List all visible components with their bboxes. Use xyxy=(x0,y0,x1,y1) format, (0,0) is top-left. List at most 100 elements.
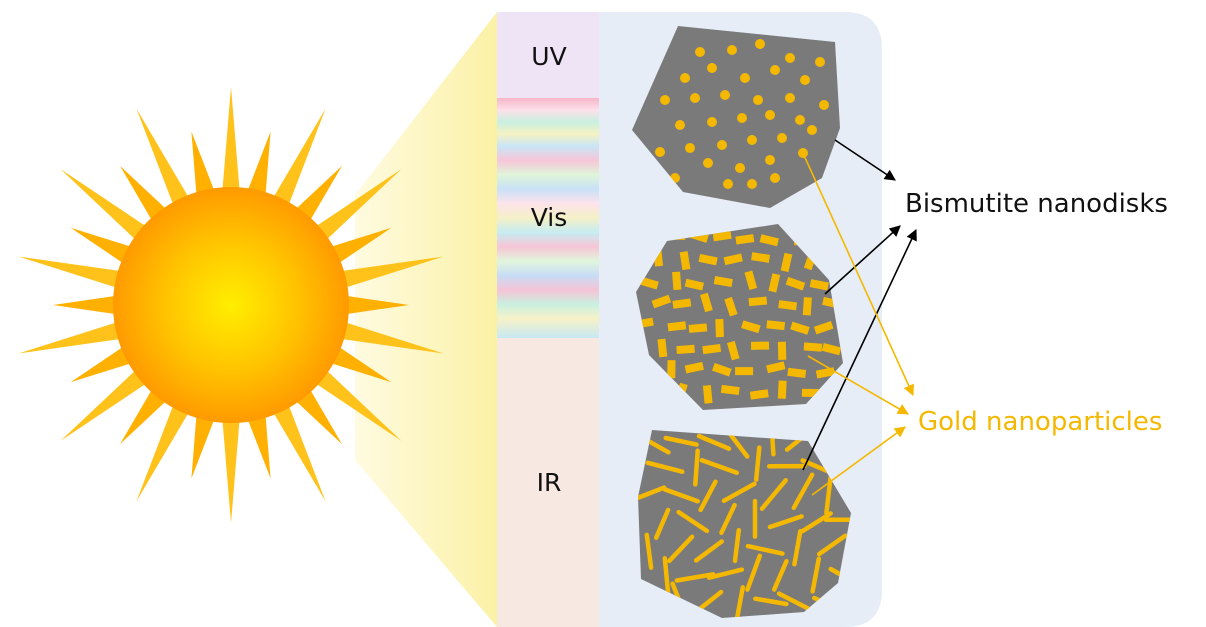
gold-long-nanorod xyxy=(810,556,822,594)
gold-short-nanorod xyxy=(744,270,758,291)
gold-nanosphere xyxy=(685,143,695,153)
gold-long-nanorod xyxy=(638,485,667,502)
gold-nanosphere xyxy=(755,39,765,49)
gold-long-nanorod xyxy=(653,507,671,540)
gold-long-nanorod xyxy=(745,553,763,592)
gold-short-nanorod xyxy=(802,297,812,316)
gold-nanosphere xyxy=(655,147,665,157)
sun-ray xyxy=(136,108,193,213)
gold-arrow-2 xyxy=(807,355,909,415)
sun-ray xyxy=(221,87,241,198)
ir-label: IR xyxy=(537,468,562,497)
gold-nanosphere xyxy=(815,57,825,67)
gold-long-nanorod xyxy=(776,591,814,613)
gold-long-nanorod xyxy=(771,558,789,592)
gold-nanosphere xyxy=(707,63,717,73)
sun-ray xyxy=(309,364,402,441)
gold-nanosphere xyxy=(765,110,775,120)
gold-short-nanorod xyxy=(688,323,708,333)
bismutite-arrow-1 xyxy=(834,139,896,181)
bismutite-arrow-3 xyxy=(802,228,917,471)
gold-long-nanorod xyxy=(674,572,716,583)
sun-ray xyxy=(18,256,129,290)
sun-ray xyxy=(309,169,402,246)
vis-band xyxy=(497,98,599,338)
gold-short-nanorod xyxy=(676,344,695,355)
bismutite-label: Bismutite nanodisks xyxy=(905,189,1168,219)
gold-short-nanorod xyxy=(726,340,740,361)
sun-ray xyxy=(269,108,326,213)
gold-nanosphere xyxy=(723,179,733,189)
sun-ray xyxy=(333,256,444,290)
gold-long-nanorod xyxy=(753,596,789,607)
gold-short-nanorod xyxy=(766,361,786,374)
gold-nanosphere xyxy=(747,135,757,145)
gold-nanosphere xyxy=(770,65,780,75)
gold-arrow-3 xyxy=(811,426,906,496)
gold-nanosphere xyxy=(703,158,713,168)
gold-long-nanorod xyxy=(767,514,804,530)
gold-short-nanorod xyxy=(813,320,834,335)
uv-band xyxy=(497,12,599,98)
gold-long-nanorod xyxy=(667,534,695,564)
sun-ray xyxy=(191,131,218,203)
gold-short-nanorod xyxy=(780,252,793,273)
gold-long-nanorod xyxy=(816,533,848,557)
gold-long-nanorod xyxy=(824,475,833,516)
sun-ray xyxy=(18,320,129,354)
sun-ray xyxy=(53,294,124,316)
gold-nanosphere xyxy=(740,73,750,83)
gold-short-nanorod xyxy=(785,276,806,291)
gold-short-nanorod xyxy=(768,273,781,293)
gold-short-nanorod xyxy=(766,320,786,331)
bismutite-arrow-2 xyxy=(824,225,901,295)
sun-ray xyxy=(60,169,153,246)
gold-short-nanorod xyxy=(735,367,754,376)
gold-long-nanorod xyxy=(695,589,724,614)
sun-icon xyxy=(18,87,444,523)
vis-label: Vis xyxy=(531,203,568,232)
gold-nanosphere xyxy=(680,73,690,83)
gold-long-nanorod xyxy=(662,555,671,598)
gold-short-nanorod xyxy=(749,389,769,400)
gold-long-nanorod xyxy=(662,487,700,504)
nanodisk-with-nanospheres xyxy=(632,26,840,208)
gold-short-nanorod xyxy=(787,367,807,378)
sun-ray xyxy=(221,412,241,523)
gold-short-nanorod xyxy=(735,234,755,245)
sun-ray xyxy=(70,342,139,383)
sun-ray xyxy=(244,407,271,479)
gold-label: Gold nanoparticles xyxy=(918,407,1162,437)
gold-short-nanorod xyxy=(712,230,732,242)
gold-long-nanorod xyxy=(698,479,718,513)
gold-short-nanorod xyxy=(777,341,787,360)
gold-short-nanorod xyxy=(700,292,713,313)
sun-ray xyxy=(323,342,392,383)
gold-long-nanorod xyxy=(721,481,757,504)
gold-short-nanorod xyxy=(698,253,718,266)
gold-nanosphere xyxy=(735,163,745,173)
gold-short-nanorod xyxy=(651,294,672,309)
gold-long-nanorod xyxy=(759,478,788,511)
sun-ray xyxy=(136,397,193,502)
sun-ray xyxy=(333,320,444,354)
gold-nanosphere xyxy=(795,115,805,125)
gold-long-nanorod xyxy=(732,527,742,564)
gold-long-nanorod xyxy=(645,460,685,474)
gold-nanosphere xyxy=(707,117,717,127)
gold-short-nanorod xyxy=(778,300,798,311)
gold-short-nanorod xyxy=(672,271,682,291)
gold-long-nanorod xyxy=(753,445,762,482)
gold-short-nanorod xyxy=(724,296,738,317)
gold-short-nanorod xyxy=(751,252,771,263)
gold-short-nanorod xyxy=(748,296,768,307)
gold-nanosphere xyxy=(727,45,737,55)
gold-short-nanorod xyxy=(790,321,810,335)
gold-long-nanorod xyxy=(644,532,654,570)
gold-long-nanorod xyxy=(745,543,785,556)
gold-short-nanorod xyxy=(821,343,842,356)
gold-long-nanorod xyxy=(792,528,803,567)
gold-nanosphere xyxy=(777,133,787,143)
gold-short-nanorod xyxy=(723,253,743,266)
sun-rays xyxy=(18,87,444,523)
